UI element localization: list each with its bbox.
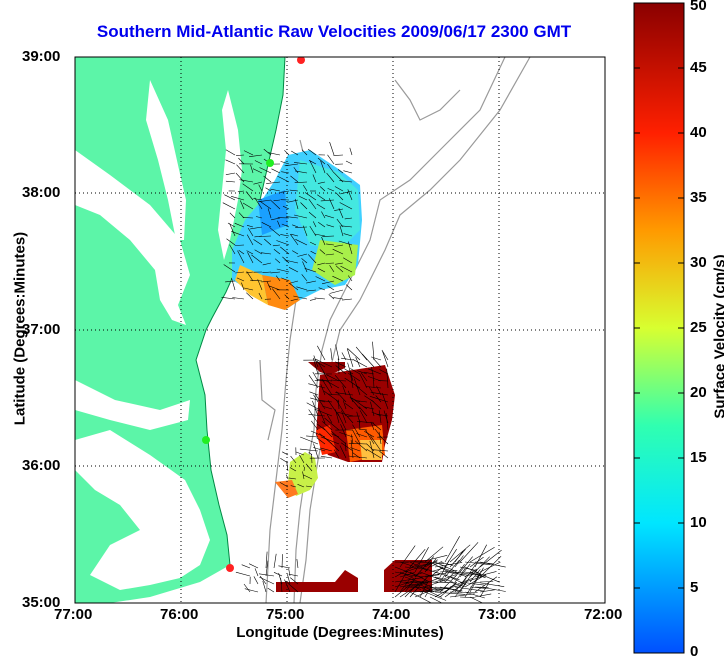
colorbar [634, 3, 684, 653]
y-tick-label: 36:00 [22, 457, 60, 474]
x-axis-label: Longitude (Degrees:Minutes) [0, 624, 680, 641]
colorbar-tick-label: 50 [690, 0, 707, 14]
x-tick-label: 75:00 [266, 606, 304, 623]
x-tick-label: 72:00 [584, 606, 622, 623]
colorbar-tick-label: 10 [690, 514, 707, 531]
colorbar-tick-label: 15 [690, 449, 707, 466]
x-tick-label: 73:00 [478, 606, 516, 623]
x-tick-label: 76:00 [160, 606, 198, 623]
radar-station-marker [202, 436, 210, 444]
colorbar-tick-label: 35 [690, 189, 707, 206]
colorbar-tick-label: 45 [690, 59, 707, 76]
colorbar-tick-label: 25 [690, 319, 707, 336]
velocity-field-central [308, 362, 395, 462]
colorbar-tick-label: 5 [690, 579, 698, 596]
radar-station-marker [226, 564, 234, 572]
radar-station-marker [266, 159, 274, 167]
y-tick-label: 38:00 [22, 184, 60, 201]
y-tick-label: 39:00 [22, 48, 60, 65]
colorbar-tick-label: 30 [690, 254, 707, 271]
x-tick-label: 74:00 [372, 606, 410, 623]
colorbar-label: Surface Velocity (cm/s) [712, 227, 724, 447]
colorbar-tick-label: 20 [690, 384, 707, 401]
y-axis-label: Latitude (Degrees:Minutes) [12, 229, 29, 429]
colorbar-tick-label: 0 [690, 643, 698, 660]
colorbar-tick-label: 40 [690, 124, 707, 141]
x-tick-label: 77:00 [54, 606, 92, 623]
